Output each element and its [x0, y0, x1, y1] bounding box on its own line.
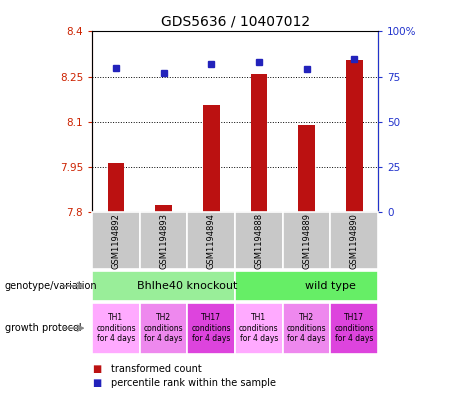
Bar	[203, 105, 219, 212]
Title: GDS5636 / 10407012: GDS5636 / 10407012	[160, 15, 310, 29]
Text: GSM1194892: GSM1194892	[112, 213, 120, 269]
Text: TH17
conditions
for 4 days: TH17 conditions for 4 days	[191, 313, 231, 343]
Bar	[346, 60, 362, 212]
Bar	[92, 271, 235, 301]
Bar	[155, 205, 172, 212]
Bar	[235, 303, 283, 354]
Bar	[235, 212, 283, 269]
Text: ■: ■	[92, 364, 101, 375]
Text: genotype/variation: genotype/variation	[5, 281, 97, 291]
Bar	[92, 303, 140, 354]
Text: GSM1194889: GSM1194889	[302, 213, 311, 269]
Text: TH17
conditions
for 4 days: TH17 conditions for 4 days	[334, 313, 374, 343]
Bar	[188, 212, 235, 269]
Text: transformed count: transformed count	[111, 364, 201, 375]
Text: wild type: wild type	[305, 281, 356, 291]
Text: TH2
conditions
for 4 days: TH2 conditions for 4 days	[287, 313, 326, 343]
Bar	[92, 212, 140, 269]
Text: TH1
conditions
for 4 days: TH1 conditions for 4 days	[96, 313, 136, 343]
Bar	[331, 212, 378, 269]
Bar	[140, 212, 188, 269]
Text: Bhlhe40 knockout: Bhlhe40 knockout	[137, 281, 238, 291]
Text: GSM1194893: GSM1194893	[159, 213, 168, 269]
Bar	[331, 303, 378, 354]
Bar	[140, 303, 188, 354]
Bar	[188, 303, 235, 354]
Text: ■: ■	[92, 378, 101, 388]
Text: GSM1194890: GSM1194890	[350, 213, 359, 269]
Text: TH2
conditions
for 4 days: TH2 conditions for 4 days	[144, 313, 183, 343]
Text: percentile rank within the sample: percentile rank within the sample	[111, 378, 276, 388]
Bar	[108, 162, 124, 212]
Text: growth protocol: growth protocol	[5, 323, 81, 333]
Text: GSM1194888: GSM1194888	[254, 213, 263, 269]
Bar	[298, 125, 315, 212]
Bar	[283, 303, 331, 354]
Bar	[283, 212, 331, 269]
Text: GSM1194894: GSM1194894	[207, 213, 216, 269]
Text: TH1
conditions
for 4 days: TH1 conditions for 4 days	[239, 313, 279, 343]
Bar	[251, 74, 267, 212]
Bar	[235, 271, 378, 301]
